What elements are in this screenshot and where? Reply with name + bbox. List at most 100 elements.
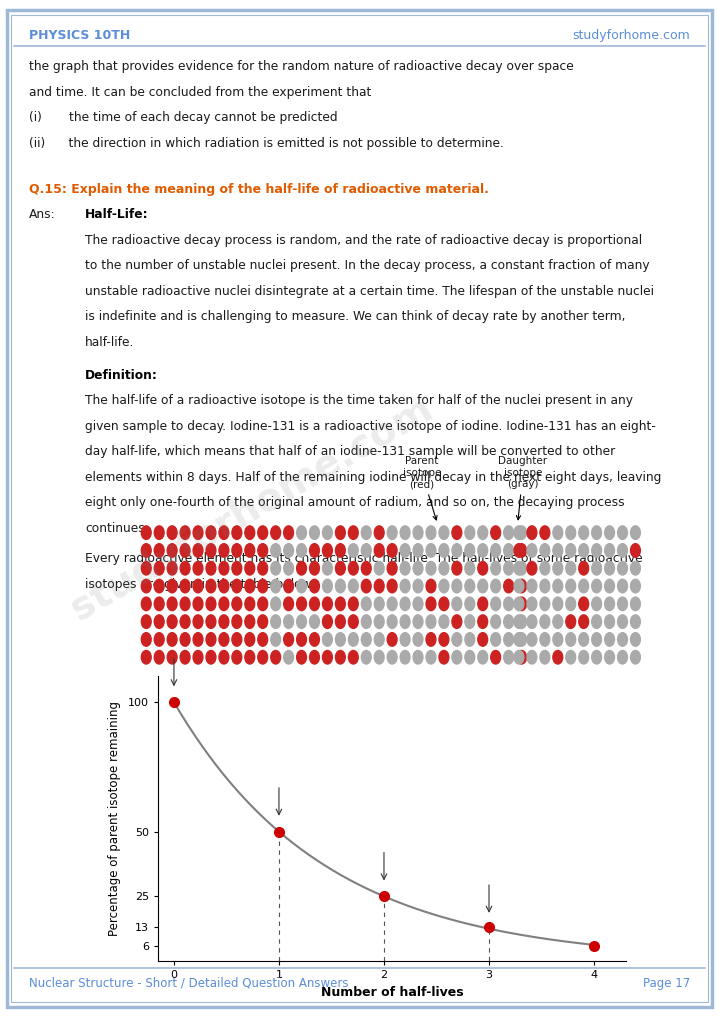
Circle shape: [168, 651, 177, 664]
Circle shape: [297, 561, 306, 575]
Circle shape: [284, 561, 293, 575]
Circle shape: [388, 561, 397, 575]
Circle shape: [193, 544, 203, 557]
Circle shape: [375, 580, 384, 593]
Circle shape: [618, 526, 628, 539]
Text: the graph that provides evidence for the random nature of radioactive decay over: the graph that provides evidence for the…: [29, 60, 574, 73]
Circle shape: [310, 544, 319, 557]
Circle shape: [375, 597, 384, 610]
Text: Every radioactive element has its characteristic half-life. The half-lives of so: Every radioactive element has its charac…: [85, 552, 643, 565]
Circle shape: [527, 544, 537, 557]
Circle shape: [631, 651, 641, 664]
Circle shape: [439, 526, 449, 539]
Circle shape: [452, 651, 462, 664]
Circle shape: [631, 544, 641, 557]
Circle shape: [592, 651, 602, 664]
Circle shape: [517, 651, 526, 664]
Circle shape: [514, 580, 524, 593]
Circle shape: [232, 544, 242, 557]
Circle shape: [284, 597, 293, 610]
Circle shape: [514, 561, 524, 575]
Circle shape: [527, 580, 537, 593]
Circle shape: [349, 633, 358, 646]
Circle shape: [310, 615, 319, 629]
Circle shape: [426, 561, 436, 575]
Circle shape: [142, 651, 151, 664]
Circle shape: [618, 580, 628, 593]
Text: PHYSICS 10TH: PHYSICS 10TH: [29, 29, 130, 42]
Circle shape: [297, 633, 306, 646]
Circle shape: [452, 544, 462, 557]
Circle shape: [426, 544, 436, 557]
Circle shape: [142, 544, 151, 557]
Circle shape: [245, 633, 255, 646]
Circle shape: [375, 633, 384, 646]
Circle shape: [439, 633, 449, 646]
Text: is indefinite and is challenging to measure. We can think of decay rate by anoth: is indefinite and is challenging to meas…: [85, 310, 626, 323]
Circle shape: [168, 561, 177, 575]
Circle shape: [413, 544, 423, 557]
Circle shape: [400, 580, 410, 593]
Circle shape: [566, 633, 576, 646]
Circle shape: [336, 633, 345, 646]
Text: (ii)      the direction in which radiation is emitted is not possible to determi: (ii) the direction in which radiation is…: [29, 137, 503, 149]
Circle shape: [605, 544, 615, 557]
Circle shape: [478, 615, 487, 629]
Circle shape: [504, 615, 513, 629]
Circle shape: [400, 597, 410, 610]
Circle shape: [504, 651, 513, 664]
Circle shape: [491, 544, 500, 557]
Circle shape: [514, 615, 524, 629]
Circle shape: [206, 526, 216, 539]
Circle shape: [258, 651, 267, 664]
Circle shape: [579, 615, 589, 629]
Circle shape: [413, 580, 423, 593]
Circle shape: [232, 597, 242, 610]
Circle shape: [232, 526, 242, 539]
Circle shape: [413, 633, 423, 646]
Circle shape: [452, 526, 462, 539]
Circle shape: [452, 633, 462, 646]
Circle shape: [553, 526, 563, 539]
Circle shape: [219, 651, 229, 664]
Circle shape: [349, 615, 358, 629]
Circle shape: [592, 580, 602, 593]
Text: studyforhome.com: studyforhome.com: [64, 390, 439, 627]
Text: elements within 8 days. Half of the remaining iodine will decay in the next eigh: elements within 8 days. Half of the rema…: [85, 471, 661, 484]
Circle shape: [271, 526, 280, 539]
Circle shape: [336, 544, 345, 557]
Circle shape: [193, 561, 203, 575]
Circle shape: [310, 526, 319, 539]
Circle shape: [579, 633, 589, 646]
Circle shape: [566, 526, 576, 539]
Circle shape: [155, 633, 164, 646]
Circle shape: [271, 580, 280, 593]
Circle shape: [517, 580, 526, 593]
Circle shape: [553, 633, 563, 646]
Circle shape: [566, 561, 576, 575]
Circle shape: [517, 544, 526, 557]
Circle shape: [504, 526, 513, 539]
Circle shape: [180, 651, 190, 664]
Circle shape: [517, 615, 526, 629]
Circle shape: [540, 615, 550, 629]
Circle shape: [323, 561, 332, 575]
Circle shape: [180, 633, 190, 646]
Text: day half-life, which means that half of an iodine-131 sample will be converted t: day half-life, which means that half of …: [85, 445, 615, 459]
Circle shape: [388, 526, 397, 539]
Circle shape: [142, 561, 151, 575]
Circle shape: [504, 633, 513, 646]
Circle shape: [362, 544, 371, 557]
Circle shape: [388, 615, 397, 629]
Circle shape: [142, 633, 151, 646]
Circle shape: [491, 651, 500, 664]
Circle shape: [258, 544, 267, 557]
Circle shape: [426, 633, 436, 646]
Circle shape: [491, 526, 500, 539]
Circle shape: [465, 633, 475, 646]
Circle shape: [465, 561, 475, 575]
Text: continues.: continues.: [85, 522, 149, 535]
X-axis label: Number of half-lives: Number of half-lives: [321, 985, 463, 999]
Circle shape: [168, 597, 177, 610]
Circle shape: [400, 633, 410, 646]
